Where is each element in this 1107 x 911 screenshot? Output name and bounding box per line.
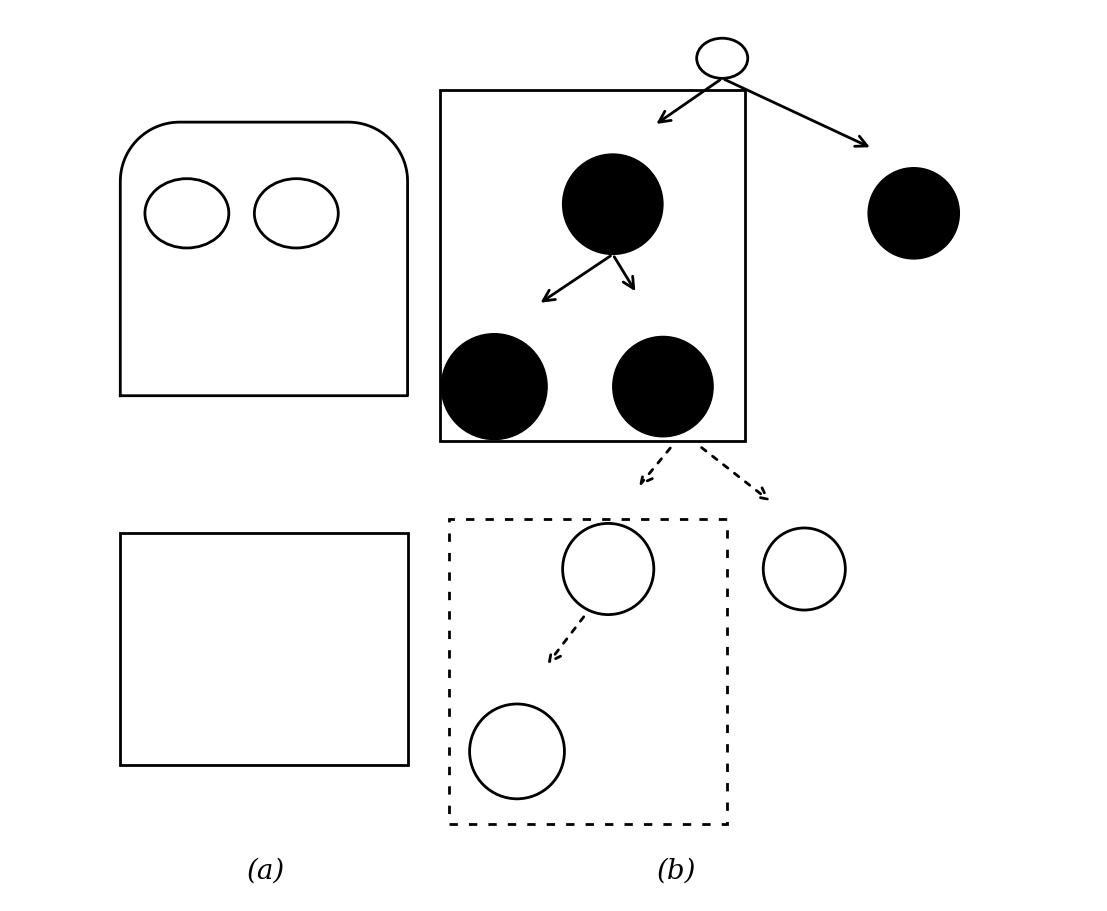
Bar bbox=[448, 519, 727, 824]
Ellipse shape bbox=[613, 337, 713, 437]
Ellipse shape bbox=[868, 169, 960, 260]
Ellipse shape bbox=[562, 155, 663, 255]
Ellipse shape bbox=[442, 334, 547, 440]
Bar bbox=[121, 533, 407, 765]
Text: (a): (a) bbox=[247, 856, 286, 884]
Bar bbox=[439, 91, 745, 442]
Text: (b): (b) bbox=[656, 856, 696, 884]
